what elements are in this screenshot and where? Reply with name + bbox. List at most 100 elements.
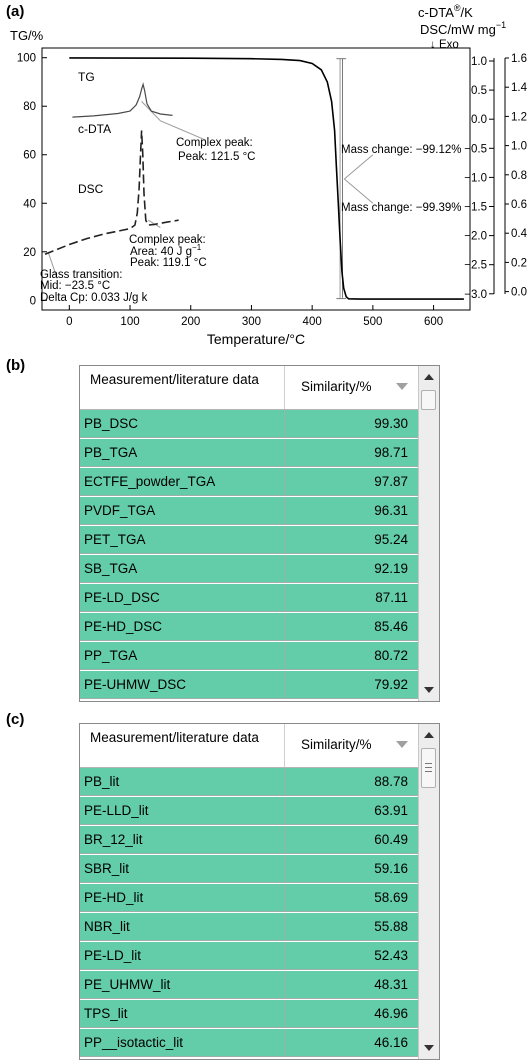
right-axis-2-tick-label: 1.0 [511, 141, 527, 153]
scroll-grip-icon [425, 767, 432, 768]
mass-change-annotation: Mass change: −99.39% [341, 202, 462, 214]
right-axis-title-cdta-main: c-DTA [418, 5, 454, 20]
x-axis-label: Temperature/°C [207, 331, 305, 347]
cell-similarity-value: 59.16 [374, 861, 408, 876]
scroll-grip-icon [425, 763, 432, 764]
column-header-similarity-label: Similarity/% [301, 737, 372, 752]
right-axis-1-tick-label: −2.5 [464, 260, 487, 272]
scroll-thumb[interactable] [421, 390, 436, 410]
table-row[interactable]: PB_DSC 99.30 [80, 410, 418, 438]
table-row[interactable]: PET_TGA 95.24 [80, 526, 418, 554]
table-row[interactable]: PVDF_TGA 96.31 [80, 497, 418, 525]
table-row[interactable]: PE-HD_lit 58.69 [80, 884, 418, 912]
scroll-up-arrow-icon[interactable] [424, 732, 434, 738]
cell-sample-name: ECTFE_powder_TGA [80, 468, 285, 496]
cell-sample-name: NBR_lit [80, 913, 285, 941]
cdta-peak-annotation: Complex peak: [176, 137, 253, 149]
y-tick-label: 60 [23, 150, 36, 162]
cell-sample-name: PE-LD_lit [80, 942, 285, 970]
table-row[interactable]: PE-LLD_lit 63.91 [80, 797, 418, 825]
cell-similarity-value: 58.69 [374, 890, 408, 905]
cell-similarity-value: 92.19 [374, 561, 408, 576]
cell-sample-name: PE_UHMW_lit [80, 971, 285, 999]
table-row[interactable]: PE_UHMW_lit 48.31 [80, 971, 418, 999]
table-row[interactable]: PE-LD_lit 52.43 [80, 942, 418, 970]
cell-similarity-value: 95.24 [374, 532, 408, 547]
mass-change-annotation: Mass change: −99.12% [341, 144, 462, 156]
right-axis-2-tick-label: 0.4 [511, 228, 528, 240]
column-header-measurement[interactable]: Measurement/literature data [80, 724, 285, 767]
table-row[interactable]: PP__isotactic_lit 46.16 [80, 1029, 418, 1057]
table-row[interactable]: PB_TGA 98.71 [80, 439, 418, 467]
right-axis-1-tick-label: −3.0 [464, 289, 487, 301]
cell-sample-name: SB_TGA [80, 555, 285, 583]
right-axis-2-tick-label: 1.4 [511, 82, 528, 94]
table-row[interactable]: ECTFE_powder_TGA 97.87 [80, 468, 418, 496]
similarity-table-measurement: Measurement/literature data Similarity/%… [79, 365, 440, 702]
table-row[interactable]: SBR_lit 59.16 [80, 855, 418, 883]
annotation-leader-line [160, 120, 207, 141]
right-axis-title-dsc-sup: −1 [496, 20, 506, 30]
table-scrollbar[interactable] [418, 724, 439, 1059]
table-row[interactable]: BR_12_lit 60.49 [80, 826, 418, 854]
series-dsc-line [44, 130, 179, 255]
x-tick-label: 0 [66, 316, 72, 328]
right-axis-title-cdta-unit: /K [461, 5, 474, 20]
cell-sample-name: PE-HD_DSC [80, 613, 285, 641]
sort-descending-icon[interactable] [396, 383, 408, 390]
cell-sample-name: BR_12_lit [80, 826, 285, 854]
cell-sample-name: PB_lit [80, 768, 285, 796]
series-cdta-line [72, 82, 173, 118]
table-row[interactable]: PB_lit 88.78 [80, 768, 418, 796]
y-axis-label: TG/% [10, 28, 44, 43]
column-header-similarity[interactable]: Similarity/% [285, 366, 418, 409]
y-tick-label: 80 [23, 101, 36, 113]
right-axis-1-tick-label: −2.0 [464, 231, 487, 243]
table-scrollbar[interactable] [418, 366, 439, 701]
dsc-peak-annotation: Complex peak: [129, 234, 206, 246]
table-row[interactable]: SB_TGA 92.19 [80, 555, 418, 583]
table-row[interactable]: TPS_lit 46.96 [80, 1000, 418, 1028]
column-header-measurement[interactable]: Measurement/literature data [80, 366, 285, 409]
table-row[interactable]: PE-UHMW_DSC 79.92 [80, 671, 418, 699]
right-axis-2-tick-label: 1.6 [511, 53, 527, 65]
y-tick-label: 40 [23, 198, 36, 210]
scroll-down-arrow-icon[interactable] [424, 1045, 434, 1051]
cell-sample-name: PE-LD_DSC [80, 584, 285, 612]
column-header-similarity-label: Similarity/% [301, 379, 372, 394]
column-header-similarity[interactable]: Similarity/% [285, 724, 418, 767]
x-tick-label: 400 [303, 316, 322, 328]
cell-sample-name: SBR_lit [80, 855, 285, 883]
cell-sample-name: PB_DSC [80, 410, 285, 438]
similarity-table-literature: Measurement/literature data Similarity/%… [79, 723, 440, 1060]
cell-sample-name: PE-HD_lit [80, 884, 285, 912]
cell-sample-name: PP_TGA [80, 642, 285, 670]
exo-direction-label: ↓ Exo [430, 39, 459, 51]
glass-transition-annotation: Delta Cp: 0.033 J/g k [40, 292, 148, 304]
sort-descending-icon[interactable] [396, 741, 408, 748]
scroll-thumb[interactable] [421, 748, 436, 788]
scroll-down-arrow-icon[interactable] [424, 687, 434, 693]
cdta-peak-annotation: Peak: 121.5 °C [178, 151, 255, 163]
table-row[interactable]: PP_TGA 80.72 [80, 642, 418, 670]
cell-similarity-value: 52.43 [374, 948, 408, 963]
table-header: Measurement/literature data Similarity/% [80, 366, 418, 410]
right-axis-1-tick-label: −0.5 [464, 143, 487, 155]
y-tick-label: 0 [30, 295, 36, 307]
scroll-up-arrow-icon[interactable] [424, 374, 434, 380]
dsc-peak-annotation: Peak: 119.1 °C [130, 257, 207, 269]
right-axis-1-tick-label: −1.0 [464, 172, 487, 184]
cell-similarity-value: 98.71 [374, 445, 408, 460]
table-row[interactable]: PE-HD_DSC 85.46 [80, 613, 418, 641]
panel-label-c: (c) [6, 711, 25, 728]
table-header: Measurement/literature data Similarity/% [80, 724, 418, 768]
cell-similarity-value: 55.88 [374, 919, 408, 934]
cell-sample-name: PP__isotactic_lit [80, 1029, 285, 1057]
table-row[interactable]: PE-LD_DSC 87.11 [80, 584, 418, 612]
x-tick-label: 500 [363, 316, 382, 328]
cell-similarity-value: 63.91 [374, 803, 408, 818]
table-row[interactable]: NBR_lit 55.88 [80, 913, 418, 941]
cdta-series-label: c-DTA [78, 122, 111, 136]
annotation-leader-line [344, 178, 374, 204]
cell-similarity-value: 46.16 [374, 1035, 408, 1050]
